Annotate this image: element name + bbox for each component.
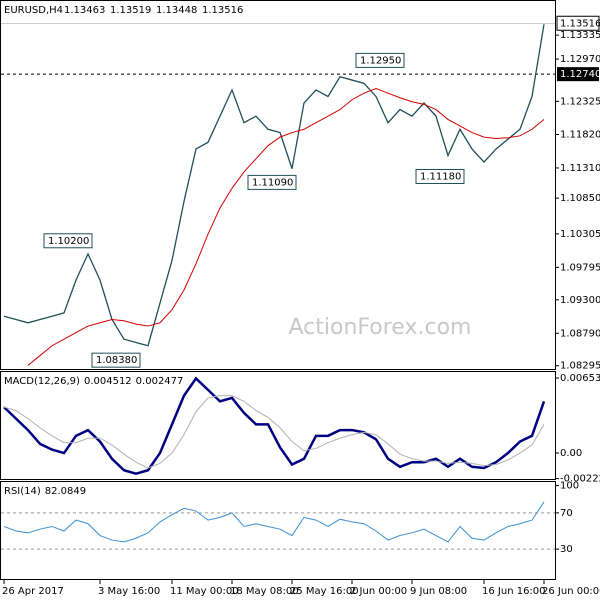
y-tick-label: -0.002226 xyxy=(560,474,600,485)
x-tick-label: 18 May 08:00 xyxy=(230,586,299,597)
x-tick-label: 26 Apr 2017 xyxy=(2,586,64,597)
y-tick-label: 1.08790 xyxy=(560,328,600,339)
y-tick-label: 1.11310 xyxy=(560,163,600,174)
macd-panel xyxy=(0,371,556,480)
panel-reading: 82.0849 xyxy=(45,486,86,497)
panel-reading: 0.002477 xyxy=(136,376,184,387)
pivot-box xyxy=(43,233,93,249)
panel-title: RSI(14) xyxy=(4,486,41,497)
pivot-box xyxy=(415,168,465,184)
y-tick-label: 1.09795 xyxy=(560,262,600,273)
y-tick-label: 1.11820 xyxy=(560,130,600,141)
series-line xyxy=(3,376,546,475)
x-tick-label: 11 May 00:00 xyxy=(170,586,239,597)
y-tick-label: 1.13335 xyxy=(560,30,600,41)
pivot-box xyxy=(247,174,297,190)
price-tag xyxy=(556,15,600,31)
ohlc-reading: 1.13448 xyxy=(156,5,197,16)
y-tick-label: 1.10305 xyxy=(560,229,600,240)
level-label: 1.12740 xyxy=(560,69,600,80)
pivot-box xyxy=(91,352,141,368)
pivot-box xyxy=(355,52,405,68)
y-tick-label: 1.08295 xyxy=(560,361,600,372)
x-tick-label: 25 May 16:00 xyxy=(290,586,359,597)
ohlc-reading: 1.13519 xyxy=(110,5,151,16)
ohlc-reading: 1.13463 xyxy=(64,5,105,16)
pivot-label: 1.08380 xyxy=(96,355,137,366)
y-tick-label: 70 xyxy=(560,508,573,519)
series-line xyxy=(3,395,545,469)
watermark: ActionForex.com xyxy=(289,315,472,340)
x-tick-label: 26 Jun 00:00 xyxy=(542,586,600,597)
pivot-label: 1.11090 xyxy=(252,177,293,188)
x-tick-label: 16 Jun 16:00 xyxy=(482,586,546,597)
series-line xyxy=(3,24,545,347)
ohlc-reading: 1.13516 xyxy=(202,5,243,16)
y-tick-label: 1.09300 xyxy=(560,295,600,306)
x-tick-label: 2 Jun 00:00 xyxy=(350,586,407,597)
pivot-label: 1.12950 xyxy=(360,55,401,66)
y-tick-label: 30 xyxy=(560,544,573,555)
panel-title: MACD(12,26,9) xyxy=(4,376,80,387)
chart-title: EURUSD,H4 xyxy=(4,5,63,16)
series-line xyxy=(3,501,545,543)
x-tick-label: 3 May 16:00 xyxy=(98,586,160,597)
series-line xyxy=(27,88,545,366)
y-tick-label: 1.10850 xyxy=(560,193,600,204)
price-panel xyxy=(0,0,556,370)
y-tick-label: 0.006534 xyxy=(560,373,600,384)
y-tick-label: 1.12325 xyxy=(560,96,600,107)
y-tick-label: 0.00 xyxy=(560,448,582,459)
x-tick-label: 9 Jun 08:00 xyxy=(410,586,467,597)
y-tick-label: 1.12970 xyxy=(560,54,600,65)
pivot-label: 1.10200 xyxy=(48,236,89,247)
y-tick-label: 100 xyxy=(560,481,579,492)
panel-reading: 0.004512 xyxy=(84,376,132,387)
pivot-label: 1.11180 xyxy=(420,171,461,182)
level-tag xyxy=(557,67,599,82)
price-label: 1.13516 xyxy=(560,18,600,29)
rsi-panel xyxy=(0,481,556,580)
